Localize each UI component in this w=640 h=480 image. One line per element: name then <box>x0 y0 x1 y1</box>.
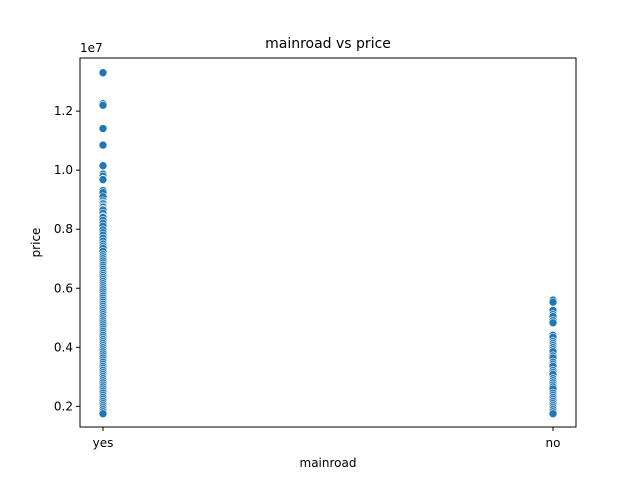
data-point-no <box>548 318 558 328</box>
y-tick-label: 1.2 <box>54 104 73 118</box>
y-tick-label: 0.4 <box>54 340 73 354</box>
x-tick-label-no: no <box>546 436 561 450</box>
data-point-yes <box>98 161 108 171</box>
chart-title: mainroad vs price <box>265 36 391 52</box>
y-axis-label: price <box>29 228 43 258</box>
data-point-no <box>548 409 558 419</box>
x-tick-label-yes: yes <box>93 436 114 450</box>
y-tick-label: 0.2 <box>54 399 73 413</box>
data-point-yes <box>98 175 108 184</box>
y-tick-label: 0.6 <box>54 281 73 295</box>
y-tick-label: 0.8 <box>54 222 73 236</box>
data-point-yes <box>98 100 108 110</box>
data-point-yes <box>98 140 108 150</box>
data-point-yes <box>98 124 108 133</box>
x-axis-label: mainroad <box>300 456 357 470</box>
data-point-yes <box>98 409 108 419</box>
y-axis: 0.2 0.4 0.6 0.8 1.0 1.2 <box>54 104 80 413</box>
points-group <box>98 68 558 419</box>
data-point-yes <box>98 68 108 78</box>
y-offset-text: 1e7 <box>80 41 103 55</box>
plot-frame <box>79 57 577 428</box>
y-tick-label: 1.0 <box>54 163 73 177</box>
x-axis: yes no <box>93 427 561 450</box>
data-point-no <box>548 297 558 307</box>
